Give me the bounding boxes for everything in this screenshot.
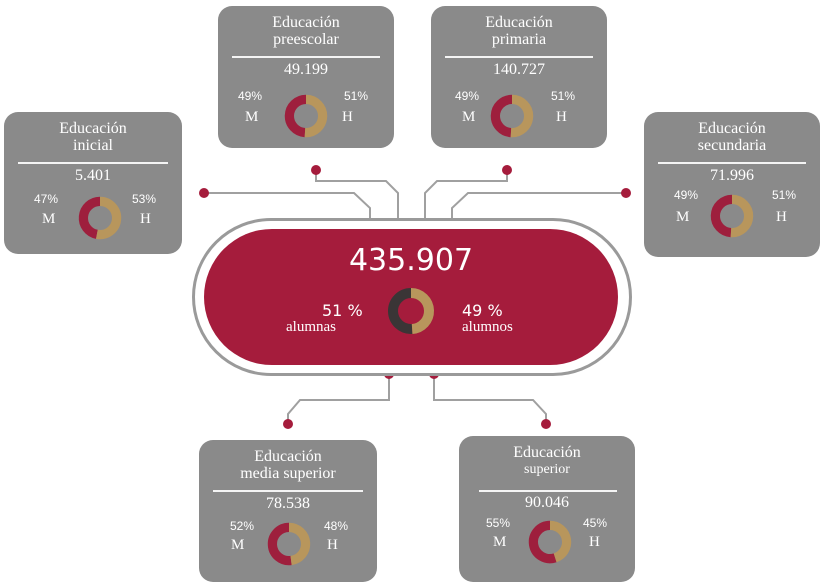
donut-women-segment [388, 288, 413, 334]
women-pct: 52% [230, 519, 255, 533]
donut-women-segment [490, 94, 513, 138]
women-pct: 55% [486, 516, 511, 530]
donut-men-segment [730, 194, 754, 238]
donut-men-segment [96, 196, 122, 240]
card-educacion-secundaria: Educación secundaria 71.996 49% M 51% H [644, 112, 820, 257]
card-title: Educación superior [459, 444, 635, 478]
divider [445, 56, 593, 58]
women-label: M [42, 211, 56, 227]
men-label: H [140, 211, 151, 227]
title-line-1: Educación [513, 444, 581, 461]
men-label: H [327, 537, 338, 553]
title-line-2: preescolar [273, 31, 339, 48]
title-line-1: Educación [698, 120, 766, 137]
title-line-2: inicial [73, 137, 113, 154]
gender-donut [710, 194, 754, 238]
central-men-pct: 49 % [462, 301, 503, 320]
donut-men-segment [288, 522, 311, 566]
women-pct: 49% [238, 89, 263, 103]
gender-donut [267, 522, 311, 566]
men-pct: 51% [772, 188, 797, 202]
title-line-1: Educación [485, 14, 553, 31]
card-educacion-inicial: Educación inicial 5.401 47% M 53% H [4, 112, 182, 254]
card-educacion-media-superior: Educación media superior 78.538 52% M 48… [199, 440, 377, 582]
men-pct: 45% [583, 516, 608, 530]
divider [658, 162, 806, 164]
connector-dot [283, 419, 293, 429]
women-pct: 49% [455, 89, 480, 103]
gender-donut [528, 520, 572, 564]
central-pill: 435.907 51 % alumnas 49 % alumnos [204, 229, 618, 365]
card-total: 71.996 [710, 167, 754, 184]
card-title: Educación inicial [4, 120, 182, 154]
card-educacion-preescolar: Educación preescolar 49.199 49% M 51% H [218, 6, 394, 148]
title-line-1: Educación [254, 448, 322, 465]
title-line-2: media superior [240, 465, 336, 482]
divider [232, 56, 380, 58]
men-pct: 53% [132, 192, 157, 206]
men-label: H [342, 109, 353, 125]
men-label: H [776, 209, 787, 225]
card-total: 78.538 [266, 495, 310, 512]
gender-donut [490, 94, 534, 138]
donut-women-segment [528, 520, 557, 564]
gender-donut [284, 94, 328, 138]
donut-women-segment [284, 94, 307, 138]
women-label: M [462, 109, 476, 125]
donut-men-segment [304, 94, 328, 138]
men-pct: 48% [324, 519, 349, 533]
donut-men-segment [549, 520, 572, 563]
card-total: 140.727 [493, 61, 545, 78]
women-label: M [493, 534, 507, 550]
connector-dot [621, 188, 631, 198]
men-pct: 51% [344, 89, 369, 103]
card-educacion-superior: Educación superior 90.046 55% M 45% H [459, 436, 635, 582]
card-educacion-primaria: Educación primaria 140.727 49% M 51% H [431, 6, 607, 148]
donut-women-segment [267, 522, 292, 566]
donut-women-segment [710, 194, 733, 238]
central-women-label: alumnas [286, 319, 336, 335]
card-total: 49.199 [284, 61, 328, 78]
connector-dot [502, 165, 512, 175]
donut-men-segment [510, 94, 534, 138]
men-label: H [556, 109, 567, 125]
men-pct: 51% [551, 89, 576, 103]
women-pct: 49% [674, 188, 699, 202]
title-line-1: Educación [59, 120, 127, 137]
card-total: 90.046 [525, 494, 569, 511]
central-total: 435.907 [348, 243, 474, 278]
card-title: Educación preescolar [218, 14, 394, 48]
card-title: Educación secundaria [644, 120, 820, 154]
card-total: 5.401 [75, 167, 111, 184]
connector-dot [199, 188, 209, 198]
title-line-2: secundaria [697, 137, 767, 154]
men-label: H [589, 534, 600, 550]
title-line-2: primaria [491, 31, 547, 48]
women-label: M [245, 109, 259, 125]
connector-dot [311, 165, 321, 175]
gender-donut [78, 196, 122, 240]
card-title: Educación media superior [199, 448, 377, 482]
women-pct: 47% [34, 192, 59, 206]
central-women-pct: 51 % [322, 301, 363, 320]
women-label: M [676, 209, 690, 225]
central-men-label: alumnos [462, 319, 513, 335]
divider [213, 490, 363, 492]
divider [18, 162, 168, 164]
donut-women-segment [78, 196, 101, 239]
central-donut [388, 288, 434, 334]
card-title: Educación primaria [431, 14, 607, 48]
title-line-1: Educación [272, 14, 340, 31]
connector-dot [541, 419, 551, 429]
title-line-2: superior [524, 462, 570, 477]
donut-men-segment [410, 288, 434, 334]
divider [479, 490, 617, 492]
women-label: M [231, 537, 245, 553]
